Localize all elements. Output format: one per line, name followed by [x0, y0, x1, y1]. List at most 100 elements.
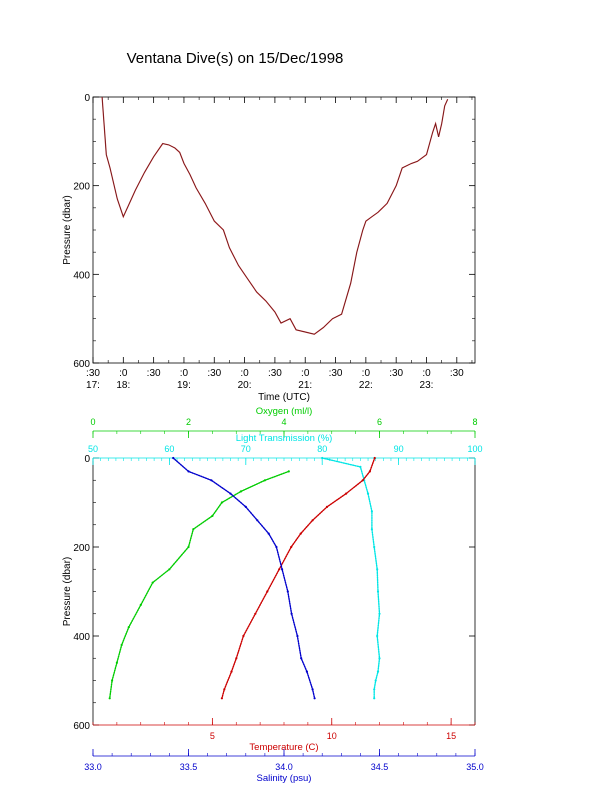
data-point: [187, 470, 190, 473]
x-tick-label: 17:: [86, 380, 100, 391]
x-tick-label: :30: [329, 368, 343, 379]
dive-track-line-core: [101, 96, 448, 335]
axis-top-outer: 0 2 4 6 8 Oxygen (ml/l): [90, 406, 478, 438]
data-point: [370, 528, 373, 531]
data-point: [256, 519, 259, 522]
data-point: [254, 612, 257, 615]
x-tick-label: 0: [90, 417, 95, 427]
data-point: [115, 661, 118, 664]
data-point: [192, 528, 195, 531]
x-tick-label: 23:: [420, 380, 434, 391]
data-point: [299, 532, 302, 535]
data-point: [168, 568, 171, 571]
chart-title: Ventana Dive(s) on 15/Dec/1998: [126, 50, 344, 67]
data-point: [239, 490, 243, 493]
data-point: [376, 634, 379, 638]
data-point: [325, 505, 329, 508]
x-axis-label: Oxygen (ml/l): [256, 406, 312, 417]
x-tick-label: :30: [389, 368, 403, 379]
series-trace: [221, 457, 376, 699]
x-tick-label: 4: [281, 417, 286, 427]
y-axis-label: Pressure (dbar): [62, 195, 73, 264]
data-point: [111, 679, 114, 682]
axis-top-inner: 50 60 70 80 90 100 Light Transmission (%): [88, 433, 483, 465]
axis-bottom-outer: 33.0 33.5 34.0 34.5 35.0 Salinity (psu): [84, 749, 484, 784]
data-point: [311, 688, 314, 691]
x-tick-label: 70: [241, 444, 251, 454]
data-point: [278, 568, 281, 571]
x-tick-label: :0: [180, 368, 189, 379]
data-point: [244, 505, 247, 508]
data-point: [220, 501, 223, 504]
x-tick-label: 18:: [116, 380, 130, 391]
x-tick-label: 80: [317, 444, 327, 454]
data-point: [223, 688, 226, 691]
data-point: [361, 479, 364, 482]
x-tick-label: 33.5: [180, 762, 198, 772]
data-point: [345, 492, 348, 495]
x-tick-label: :0: [119, 368, 128, 379]
data-point: [376, 568, 379, 571]
x-tick-label: 50: [88, 444, 98, 454]
data-point: [290, 545, 293, 549]
data-point: [211, 514, 214, 518]
plot-frame: [92, 96, 476, 364]
x-tick-label: 20:: [238, 380, 252, 391]
data-point: [242, 634, 245, 638]
y-axis-label: Pressure (dbar): [62, 557, 73, 626]
data-point: [286, 590, 289, 593]
data-point: [263, 479, 266, 482]
profile-chart: 0 200 400 600 Pressure (dbar) 0 2 4 6 8 Oxygen (ml…: [62, 406, 484, 784]
x-tick-label: :30: [147, 368, 161, 379]
data-point: [267, 532, 270, 535]
data-point: [376, 670, 380, 673]
x-tick-label: 15: [446, 731, 456, 741]
series-trace: [109, 470, 290, 699]
data-point: [359, 465, 362, 468]
data-point: [187, 545, 190, 549]
data-point: [266, 590, 269, 593]
x-tick-label: :30: [86, 368, 100, 379]
x-tick-label: 8: [472, 417, 477, 427]
data-point: [296, 634, 299, 638]
data-point: [373, 456, 376, 460]
dive-track-line: [101, 96, 449, 335]
y-tick-label: 400: [73, 270, 90, 281]
x-tick-label: :0: [240, 368, 249, 379]
x-tick-label: 10: [327, 731, 337, 741]
data-point: [275, 545, 278, 549]
x-tick-label: :30: [450, 368, 464, 379]
y-tick-label: 0: [84, 454, 90, 465]
x-tick-label: 34.5: [371, 762, 389, 772]
data-point: [210, 479, 213, 482]
data-point: [281, 568, 284, 571]
data-point: [172, 456, 175, 460]
data-point: [373, 697, 376, 700]
data-point: [373, 688, 376, 691]
x-tick-label: 33.0: [84, 762, 102, 772]
data-point: [108, 697, 111, 700]
x-tick-label: 2: [186, 417, 191, 427]
data-point: [305, 670, 308, 673]
x-tick-label: :0: [422, 368, 431, 379]
y-tick-label: 600: [73, 721, 90, 732]
y-tick-label: 400: [73, 632, 90, 643]
data-point: [311, 519, 314, 522]
x-tick-label: :0: [301, 368, 310, 379]
axis-bottom-inner: 5 10 15 Temperature (C): [92, 718, 476, 753]
x-tick-label: 90: [394, 444, 404, 454]
data-point: [376, 590, 380, 593]
x-tick-label: 5: [210, 731, 215, 741]
y-tick-label: 0: [84, 93, 90, 104]
x-axis-label: Light Transmission (%): [236, 433, 333, 444]
x-tick-label: 60: [164, 444, 174, 454]
x-tick-label: 22:: [359, 380, 373, 391]
x-tick-label: 19:: [177, 380, 191, 391]
x-tick-label: :30: [268, 368, 282, 379]
data-point: [220, 697, 223, 700]
data-point: [287, 470, 290, 473]
x-axis-label: Time (UTC): [258, 392, 310, 403]
data-point: [300, 657, 303, 660]
